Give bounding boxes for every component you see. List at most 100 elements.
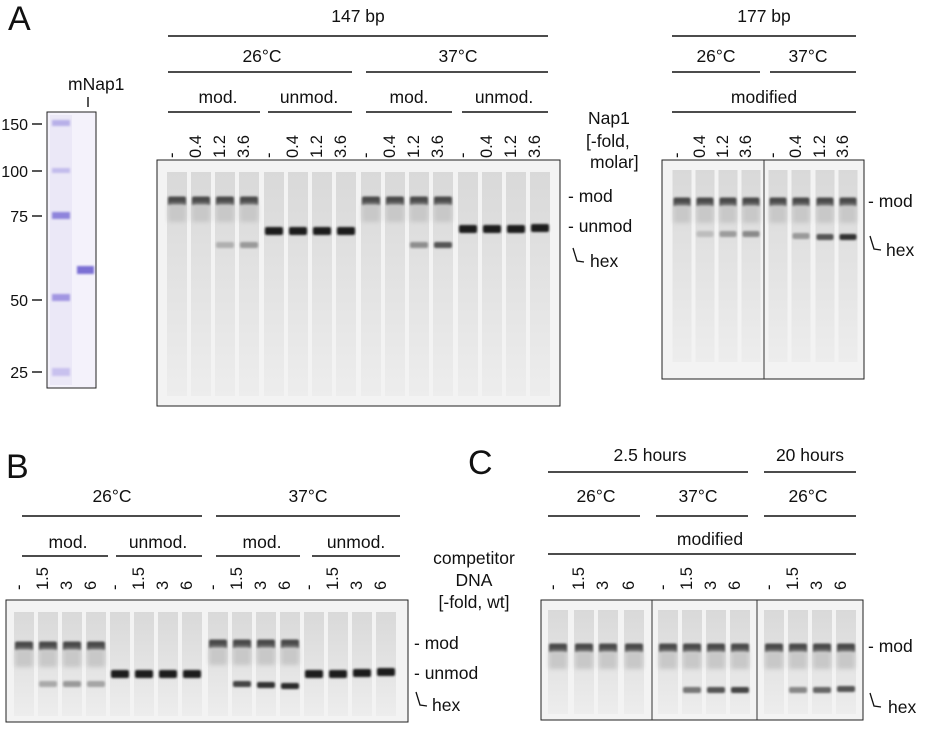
smear [839,205,857,223]
mod-band [707,643,725,653]
hex-band [257,682,275,688]
panel-b-lane-label: 3 [154,581,172,590]
mod-band [719,197,737,207]
panel-c-header: 2.5 hours 20 hours 26°C 37°C 26°C modifi… [548,445,856,555]
gel-lane [158,612,178,716]
marker-band-25 [52,368,70,376]
temp-b-26: 26°C [92,486,131,506]
gel-147-lane-label: - [454,153,472,159]
panel-b-lane-label: 6 [178,581,196,590]
smear [792,205,810,223]
hex-pointer-177 [869,235,882,251]
group-b-2: unmod. [129,532,187,552]
gel-177-lane-label: - [764,153,782,159]
marker-band-75 [52,212,70,219]
nap1-band [77,266,94,274]
smear [216,204,234,222]
panel-b-lane-label: 6 [276,581,294,590]
gel-lane [482,172,502,396]
gel-147-lane-labels: -0.4 1.2 3.6-0.4 1.2 3.6-0.4 1.2 3.6-0.4 1.2 3.6 [163,135,544,158]
hex-band [683,687,701,693]
gel-lane [336,172,356,396]
gel-177bp-header: 177 bp 26°C 37°C modified [672,6,856,113]
mod-band [216,196,234,206]
hex-band [696,231,714,237]
hex-band [87,681,105,687]
band-label-177-mod: - mod [868,191,913,211]
gel-147-band-labels: - mod - unmod hex [568,186,632,271]
mw-label-75: 75 [10,209,28,226]
hex-band [816,234,834,240]
group-147-3: mod. [390,87,429,107]
panel-b-lane-label: 1.5 [34,567,52,590]
panel-b-lane-label: 3 [252,581,270,590]
gel-147-lane-label: - [357,153,375,159]
band-label-b-mod: - mod [414,633,459,653]
smear [731,651,749,669]
smear [434,204,452,222]
band-label-147-unmod: - unmod [568,216,632,236]
gel-147-lane-label: 1.2 [211,135,229,158]
temp-b-37: 37°C [288,486,327,506]
band-label-b-hex: hex [432,695,460,715]
unmod-band [305,670,323,678]
smear [410,204,428,222]
panel-c-lane-label: 3 [594,581,612,590]
smear [209,647,227,665]
mod-band [816,197,834,207]
gel-lane [458,172,478,396]
smear [659,651,677,669]
band-label-147-mod: - mod [568,186,613,206]
temp-c-1: 26°C [576,486,615,506]
mw-label-25: 25 [10,365,28,382]
panel-c-lane-label: 3 [808,581,826,590]
gel-147-lane-label: 3.6 [235,135,253,158]
mod-band [192,196,210,206]
hex-band [434,242,452,248]
gel-147-lane-label: 0.4 [381,135,399,158]
gel-147-lane-label: 0.4 [187,135,205,158]
smear [765,651,783,669]
gel-lane [288,172,308,396]
band-label-147-hex: hex [590,251,618,271]
gel-lane [506,172,526,396]
smear [168,204,186,222]
mod-band [15,641,33,651]
mod-band [625,643,643,653]
gel-147-lane-label: 1.2 [308,135,326,158]
mw-label-150: 150 [1,117,28,134]
hex-band [839,234,857,240]
smear [257,647,275,665]
smear [15,649,33,667]
panel-c-band-labels: - mod hex [868,636,916,717]
gel-lane [352,612,372,716]
gel-177-band-labels: - mod hex [868,191,914,260]
panel-c-lane-label: 6 [726,581,744,590]
nap1-axis-line-3: molar] [590,152,639,172]
temp-c-2: 37°C [678,486,717,506]
smear [769,205,787,223]
mod-band [434,196,452,206]
smear [789,651,807,669]
panel-c-lane-label: 1.5 [784,567,802,590]
unmod-band [159,670,177,678]
mod-band [731,643,749,653]
panel-b-lane-label: 6 [372,581,390,590]
gel-147-lane-label: 1.2 [502,135,520,158]
mod-band [839,197,857,207]
marker-band-50 [52,294,70,301]
hex-band [789,687,807,693]
gel-lane [385,172,405,396]
competitor-axis-line-2: DNA [456,570,493,590]
mod-band [599,643,617,653]
mod-band [575,643,593,653]
smear [240,204,258,222]
unmod-band [289,227,307,235]
unmod-band [183,670,201,678]
smear [549,651,567,669]
unmod-band [377,668,395,676]
smear [707,651,725,669]
mod-band [240,196,258,206]
hex-band [233,681,251,687]
panel-c-lane-label: 3 [702,581,720,590]
